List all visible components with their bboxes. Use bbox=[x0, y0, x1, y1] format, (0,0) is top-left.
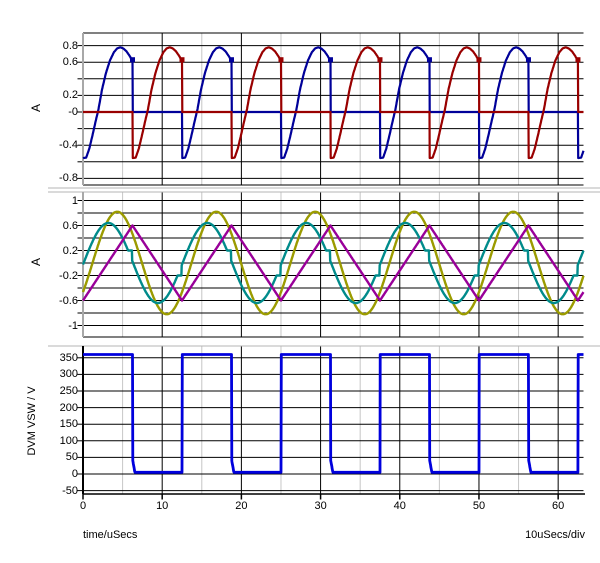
y-tick-label: 0.6 bbox=[62, 219, 78, 232]
y-tick-label: 50 bbox=[65, 451, 78, 464]
waveform-marker-q1-turnoff-markers[interactable] bbox=[426, 57, 432, 63]
waveform-marker-q2-turnoff-markers[interactable] bbox=[575, 57, 581, 63]
x-tick-label: 20 bbox=[235, 500, 248, 512]
plot-area-device-currents[interactable] bbox=[83, 33, 584, 185]
y-tick-label: 250 bbox=[59, 385, 78, 397]
waveform-marker-q2-turnoff-markers[interactable] bbox=[476, 57, 482, 63]
y-tick-label: 0.2 bbox=[62, 244, 78, 257]
y-tick-label: 100 bbox=[59, 434, 78, 447]
waveform-marker-q1-turnoff-markers[interactable] bbox=[327, 57, 333, 63]
waveform-vsw[interactable] bbox=[81, 353, 585, 474]
y-tick-label: 350 bbox=[59, 351, 78, 364]
x-tick-label: 50 bbox=[472, 500, 486, 512]
y-tick-label: -0.8 bbox=[59, 172, 78, 185]
y-tick-label: 150 bbox=[59, 418, 78, 431]
waveform-marker-q2-turnoff-markers[interactable] bbox=[278, 57, 284, 63]
waveform-marker-q2-turnoff-markers[interactable] bbox=[377, 57, 383, 63]
y-tick-label: 0.2 bbox=[62, 89, 78, 102]
waveform-primary-current[interactable] bbox=[81, 210, 585, 316]
x-tick-label: 60 bbox=[552, 500, 565, 512]
y-tick-label: 1 bbox=[71, 194, 78, 207]
x-tick-label: 10 bbox=[156, 500, 169, 512]
x-axis-caption: time/uSecs bbox=[83, 529, 138, 541]
waveform-marker-q2-turnoff-markers[interactable] bbox=[179, 57, 185, 63]
y-tick-label: -50 bbox=[62, 484, 78, 497]
y-tick-label: 0.6 bbox=[62, 56, 78, 69]
y-tick-label: -1 bbox=[68, 319, 78, 332]
y-tick-label: -0.2 bbox=[59, 269, 78, 282]
waveform-q2-current[interactable] bbox=[82, 46, 585, 160]
waveform-secondary-current[interactable] bbox=[81, 221, 585, 305]
waveform-marker-q1-turnoff-markers[interactable] bbox=[129, 57, 135, 63]
waveform-magnetizing-current[interactable] bbox=[82, 224, 585, 302]
y-tick-label: 0.8 bbox=[62, 39, 78, 52]
y-tick-label: 0 bbox=[71, 468, 78, 480]
waveform-marker-q1-turnoff-markers[interactable] bbox=[228, 57, 234, 63]
x-tick-label: 30 bbox=[314, 500, 327, 512]
x-tick-label: 0 bbox=[79, 500, 87, 512]
waveform-marker-q1-turnoff-markers[interactable] bbox=[525, 57, 531, 63]
y-tick-label: 200 bbox=[59, 401, 78, 414]
y-tick-label: -0.6 bbox=[59, 294, 78, 307]
y-tick-label: -0.4 bbox=[59, 139, 78, 152]
waveform-q1-current[interactable] bbox=[82, 46, 585, 160]
y-tick-label: -0 bbox=[68, 106, 78, 118]
y-axis-label-middle: A bbox=[29, 257, 43, 267]
x-tick-label: 40 bbox=[393, 500, 406, 512]
y-tick-label: 300 bbox=[59, 368, 78, 381]
x-axis-div-caption: 10uSecs/div bbox=[525, 529, 585, 541]
